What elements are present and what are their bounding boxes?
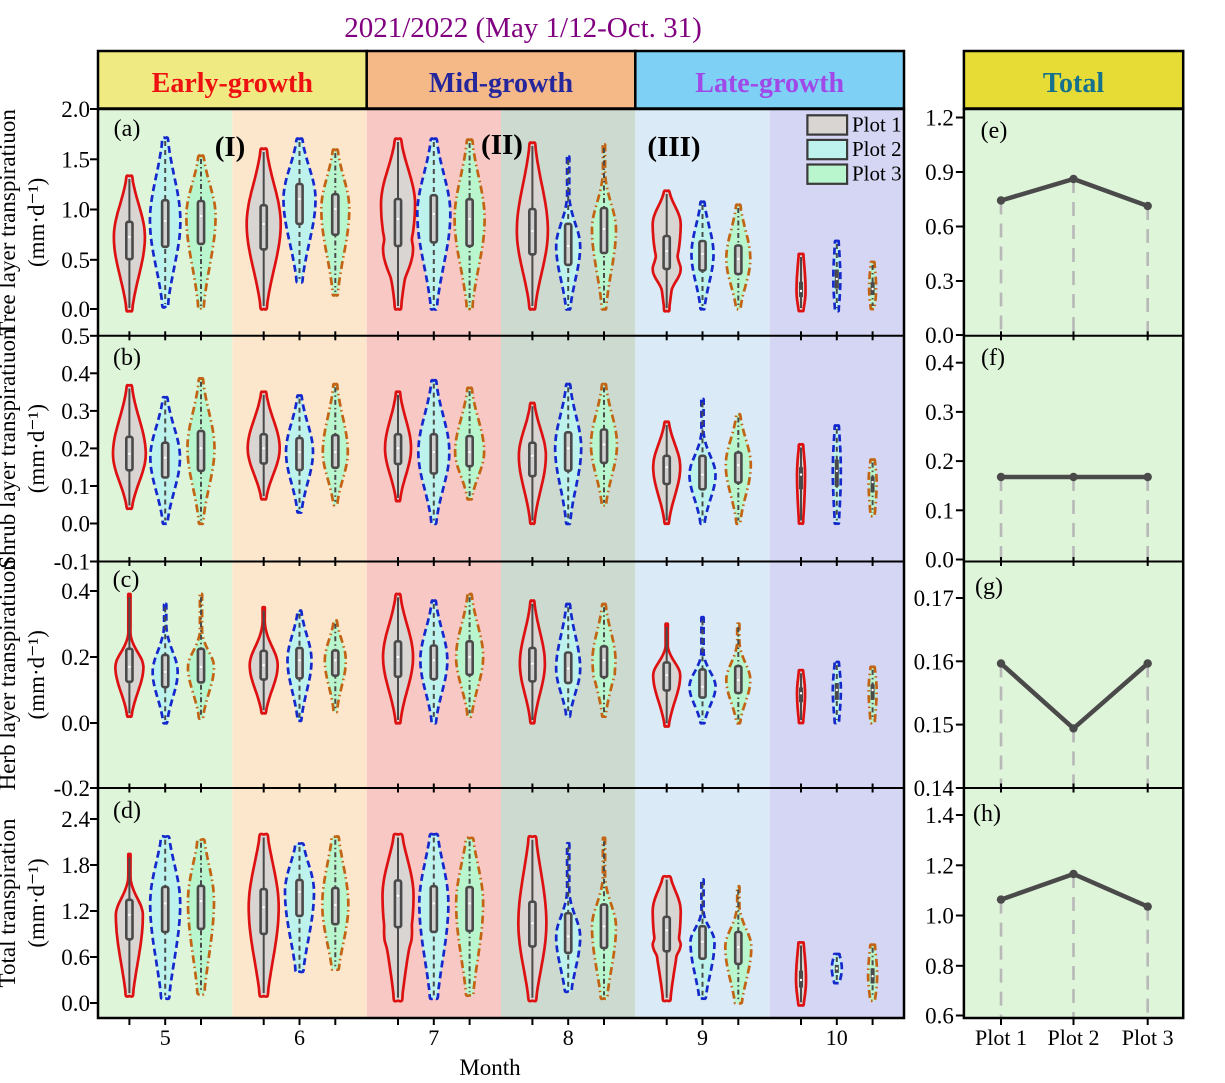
svg-text:Plot 3: Plot 3 xyxy=(1122,1025,1174,1050)
svg-text:(mm·d⁻¹): (mm·d⁻¹) xyxy=(24,178,49,267)
svg-text:Plot 1: Plot 1 xyxy=(975,1025,1027,1050)
svg-text:0.5: 0.5 xyxy=(61,248,90,273)
svg-text:(b): (b) xyxy=(113,345,141,371)
svg-text:0.3: 0.3 xyxy=(925,400,954,425)
svg-text:0.0: 0.0 xyxy=(61,512,90,537)
svg-text:Total transpiration: Total transpiration xyxy=(0,818,20,987)
svg-text:Plot 1: Plot 1 xyxy=(852,112,902,136)
svg-text:0.2: 0.2 xyxy=(925,449,954,474)
svg-text:0.0: 0.0 xyxy=(61,297,90,322)
svg-text:Mid-growth: Mid-growth xyxy=(429,68,574,99)
svg-text:(f): (f) xyxy=(981,345,1005,371)
svg-text:(c): (c) xyxy=(113,567,140,593)
svg-text:(h): (h) xyxy=(973,801,1001,827)
svg-text:2021/2022 (May 1/12-Oct. 31): 2021/2022 (May 1/12-Oct. 31) xyxy=(344,12,702,44)
svg-text:1.5: 1.5 xyxy=(61,147,90,172)
svg-text:Late-growth: Late-growth xyxy=(695,68,844,99)
svg-text:10: 10 xyxy=(826,1025,848,1050)
svg-text:0.3: 0.3 xyxy=(925,269,954,294)
svg-text:0.5: 0.5 xyxy=(61,324,90,349)
svg-text:0.17: 0.17 xyxy=(914,586,954,611)
svg-text:0.16: 0.16 xyxy=(914,649,954,674)
svg-text:1.4: 1.4 xyxy=(925,803,954,828)
svg-text:(a): (a) xyxy=(114,116,141,142)
svg-text:1.8: 1.8 xyxy=(61,853,90,878)
svg-text:0.8: 0.8 xyxy=(925,954,954,979)
svg-text:Tree layer transpiratiuon: Tree layer transpiratiuon xyxy=(0,109,20,336)
svg-text:2.0: 2.0 xyxy=(61,97,90,122)
svg-text:0.2: 0.2 xyxy=(61,645,90,670)
svg-text:Early-growth: Early-growth xyxy=(152,68,314,99)
svg-text:0.0: 0.0 xyxy=(925,548,954,573)
svg-text:6: 6 xyxy=(294,1025,305,1050)
svg-text:Total: Total xyxy=(1043,68,1104,99)
svg-text:1.0: 1.0 xyxy=(61,198,90,223)
svg-text:5: 5 xyxy=(160,1025,171,1050)
svg-text:1.2: 1.2 xyxy=(925,853,954,878)
svg-text:(mm·d⁻¹): (mm·d⁻¹) xyxy=(24,858,49,947)
svg-text:(II): (II) xyxy=(481,129,523,161)
svg-text:0.1: 0.1 xyxy=(61,474,90,499)
svg-text:0.4: 0.4 xyxy=(61,579,90,604)
svg-text:0.0: 0.0 xyxy=(925,323,954,348)
svg-text:0.3: 0.3 xyxy=(61,399,90,424)
svg-text:0.0: 0.0 xyxy=(61,991,90,1016)
svg-text:(III): (III) xyxy=(647,131,700,163)
svg-text:0.4: 0.4 xyxy=(61,361,90,386)
svg-text:-0.1: -0.1 xyxy=(54,550,90,575)
svg-text:(e): (e) xyxy=(981,118,1008,144)
svg-text:0.14: 0.14 xyxy=(914,776,955,801)
svg-text:0.6: 0.6 xyxy=(925,215,954,240)
svg-text:0.15: 0.15 xyxy=(914,713,954,738)
svg-text:1.0: 1.0 xyxy=(925,904,954,929)
svg-text:0.2: 0.2 xyxy=(61,436,90,461)
svg-text:-0.2: -0.2 xyxy=(54,776,90,801)
svg-text:Month: Month xyxy=(459,1055,521,1080)
svg-text:(g): (g) xyxy=(975,574,1003,600)
svg-text:Shrub layer transpiratiuon: Shrub layer transpiratiuon xyxy=(0,328,20,569)
svg-text:Plot 3: Plot 3 xyxy=(852,162,902,186)
svg-text:0.4: 0.4 xyxy=(925,351,954,376)
svg-text:Plot 2: Plot 2 xyxy=(1048,1025,1100,1050)
svg-text:(d): (d) xyxy=(113,798,141,824)
svg-text:7: 7 xyxy=(428,1025,439,1050)
svg-text:0.1: 0.1 xyxy=(925,498,954,523)
svg-text:0.6: 0.6 xyxy=(925,1004,954,1029)
svg-text:Herb layer transpiratiuon: Herb layer transpiratiuon xyxy=(0,559,20,791)
svg-text:8: 8 xyxy=(563,1025,574,1050)
svg-text:(mm·d⁻¹): (mm·d⁻¹) xyxy=(24,630,49,719)
svg-text:1.2: 1.2 xyxy=(61,899,90,924)
svg-text:0.9: 0.9 xyxy=(925,160,954,185)
svg-text:0.6: 0.6 xyxy=(61,945,90,970)
svg-text:(mm·d⁻¹): (mm·d⁻¹) xyxy=(24,404,49,493)
svg-text:Plot 2: Plot 2 xyxy=(852,137,902,161)
svg-text:9: 9 xyxy=(697,1025,708,1050)
svg-text:2.4: 2.4 xyxy=(61,807,90,832)
svg-text:(I): (I) xyxy=(215,131,246,163)
svg-text:1.2: 1.2 xyxy=(925,106,954,131)
svg-text:0.0: 0.0 xyxy=(61,711,90,736)
